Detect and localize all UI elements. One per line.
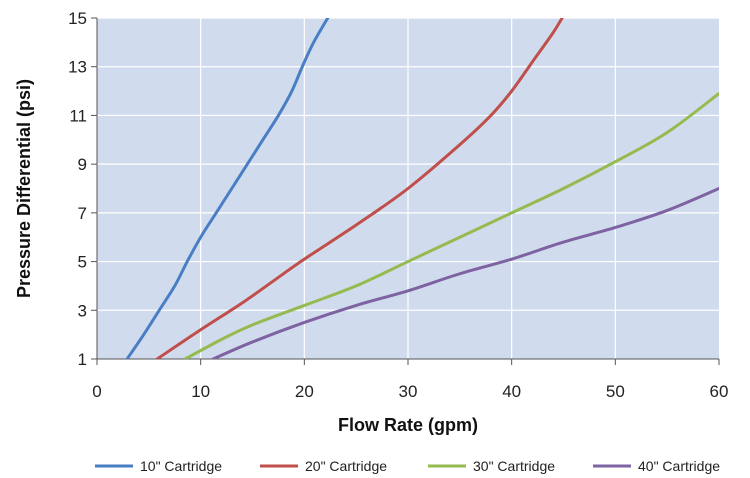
y-tick-label: 7 [78, 204, 87, 223]
series-group [125, 18, 719, 359]
y-tick-label: 3 [78, 301, 87, 320]
x-tick-label: 60 [710, 382, 729, 401]
x-tick-label: 0 [92, 382, 101, 401]
y-tick-label: 5 [78, 253, 87, 272]
x-tick-label: 20 [295, 382, 314, 401]
x-tick-label: 50 [606, 382, 625, 401]
legend-label-4: 40" Cartridge [638, 458, 720, 474]
x-axis-title: Flow Rate (gpm) [338, 415, 478, 435]
x-tick-label: 30 [399, 382, 418, 401]
series-line-4 [211, 187, 719, 359]
legend-label-3: 30" Cartridge [473, 458, 555, 474]
y-tick-label: 9 [78, 155, 87, 174]
x-tick-label: 10 [191, 382, 210, 401]
y-tick-label: 15 [68, 9, 87, 28]
y-axis-title: Pressure Differential (psi) [14, 79, 34, 298]
series-line-2 [155, 18, 564, 359]
y-tick-label: 1 [78, 350, 87, 369]
legend-label-1: 10" Cartridge [140, 458, 222, 474]
series-line-3 [183, 92, 719, 359]
x-tick-label: 40 [502, 382, 521, 401]
y-tick-label: 11 [69, 106, 87, 125]
y-tick-label: 13 [68, 58, 87, 77]
legend: 10" Cartridge 20" Cartridge 30" Cartridge 4… [95, 458, 720, 474]
legend-label-2: 20" Cartridge [305, 458, 387, 474]
series-line-1 [125, 18, 330, 359]
x-tick-labels: 0 10 20 30 40 50 60 [92, 359, 728, 401]
